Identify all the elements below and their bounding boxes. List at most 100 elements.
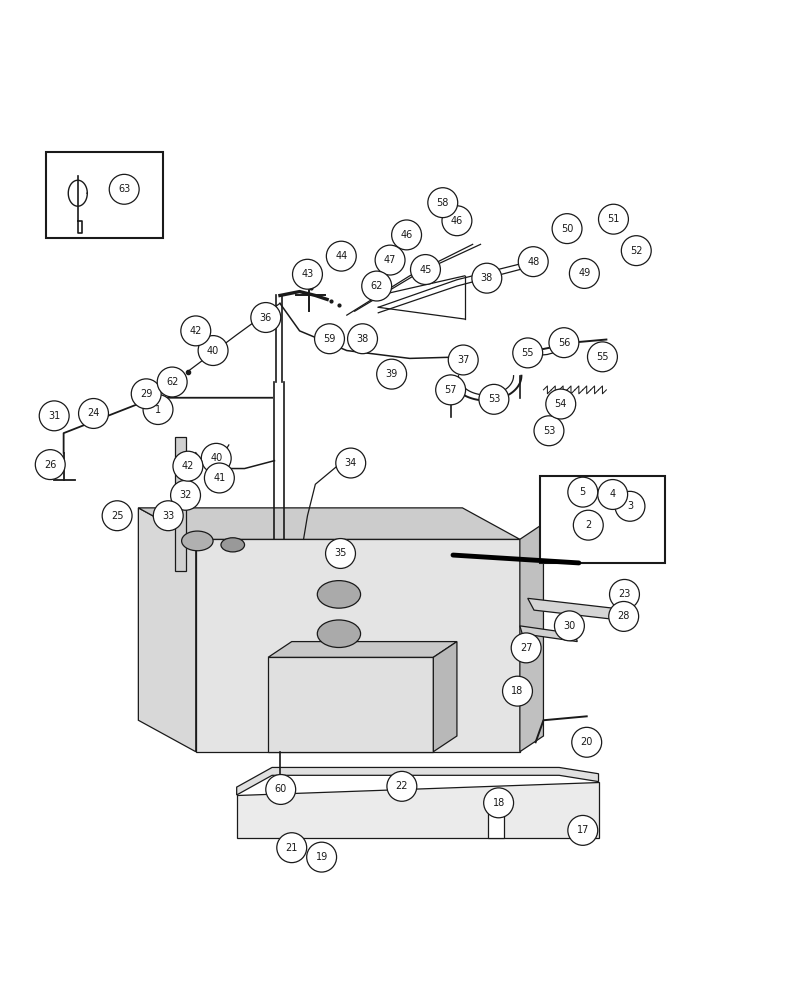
- Text: 25: 25: [111, 511, 124, 521]
- Circle shape: [102, 501, 132, 531]
- Polygon shape: [268, 657, 433, 752]
- Circle shape: [325, 539, 355, 568]
- Circle shape: [568, 815, 598, 845]
- Circle shape: [428, 188, 458, 218]
- Polygon shape: [433, 642, 457, 752]
- Text: 18: 18: [511, 686, 523, 696]
- Polygon shape: [236, 782, 599, 838]
- Text: 46: 46: [451, 216, 463, 226]
- Bar: [46, 152, 163, 238]
- Polygon shape: [528, 598, 636, 622]
- Text: 53: 53: [488, 394, 500, 404]
- Circle shape: [549, 328, 579, 358]
- Text: 42: 42: [182, 461, 194, 471]
- Circle shape: [251, 303, 281, 332]
- Text: 4: 4: [610, 489, 615, 499]
- Text: 2: 2: [585, 520, 592, 530]
- Circle shape: [348, 324, 377, 354]
- Circle shape: [534, 416, 564, 446]
- Circle shape: [204, 463, 234, 493]
- Text: 63: 63: [118, 184, 130, 194]
- Circle shape: [336, 448, 366, 478]
- Text: 38: 38: [356, 334, 369, 344]
- Text: 45: 45: [419, 265, 432, 275]
- Text: 23: 23: [619, 589, 630, 599]
- Text: 58: 58: [437, 198, 449, 208]
- Circle shape: [513, 338, 543, 368]
- Text: 38: 38: [481, 273, 493, 283]
- Bar: [540, 476, 665, 563]
- Circle shape: [173, 451, 203, 481]
- Circle shape: [610, 579, 639, 609]
- Circle shape: [436, 375, 466, 405]
- Text: 26: 26: [44, 460, 57, 470]
- Polygon shape: [195, 539, 520, 752]
- Circle shape: [519, 247, 548, 277]
- Circle shape: [143, 395, 173, 424]
- Text: 53: 53: [543, 426, 556, 436]
- Text: 27: 27: [520, 643, 533, 653]
- Circle shape: [511, 633, 541, 663]
- Text: 24: 24: [87, 408, 100, 418]
- Ellipse shape: [318, 620, 361, 647]
- Polygon shape: [520, 524, 544, 752]
- Circle shape: [375, 245, 405, 275]
- Text: 51: 51: [608, 214, 619, 224]
- Text: 50: 50: [561, 224, 573, 234]
- Circle shape: [615, 491, 645, 521]
- Circle shape: [609, 601, 638, 631]
- Circle shape: [180, 316, 210, 346]
- Text: 18: 18: [492, 798, 505, 808]
- Circle shape: [572, 727, 602, 757]
- Text: 39: 39: [385, 369, 398, 379]
- Text: 46: 46: [400, 230, 413, 240]
- Text: 40: 40: [210, 453, 222, 463]
- Polygon shape: [139, 508, 195, 752]
- Text: 20: 20: [581, 737, 593, 747]
- Text: 34: 34: [344, 458, 357, 468]
- Text: 47: 47: [384, 255, 396, 265]
- Text: 36: 36: [260, 313, 272, 323]
- Circle shape: [277, 833, 307, 863]
- Circle shape: [362, 271, 392, 301]
- Circle shape: [154, 501, 183, 531]
- Ellipse shape: [318, 581, 361, 608]
- Circle shape: [35, 450, 65, 480]
- Circle shape: [132, 379, 162, 409]
- Text: 48: 48: [527, 257, 539, 267]
- Text: 41: 41: [214, 473, 225, 483]
- Circle shape: [442, 206, 472, 236]
- Text: 55: 55: [597, 352, 608, 362]
- Circle shape: [201, 443, 231, 473]
- Circle shape: [546, 389, 576, 419]
- Text: 49: 49: [578, 268, 590, 278]
- Text: 42: 42: [190, 326, 202, 336]
- Ellipse shape: [221, 538, 244, 552]
- Circle shape: [392, 220, 422, 250]
- Circle shape: [411, 255, 440, 284]
- Circle shape: [621, 236, 651, 266]
- Circle shape: [479, 384, 509, 414]
- Circle shape: [326, 241, 356, 271]
- Text: 60: 60: [274, 784, 287, 794]
- Circle shape: [266, 775, 296, 804]
- Text: 19: 19: [315, 852, 328, 862]
- Polygon shape: [268, 642, 457, 657]
- Circle shape: [552, 214, 582, 244]
- Text: 43: 43: [301, 269, 314, 279]
- Text: 22: 22: [396, 781, 408, 791]
- Polygon shape: [175, 437, 185, 571]
- Circle shape: [314, 324, 344, 354]
- Circle shape: [598, 480, 627, 509]
- Circle shape: [503, 676, 533, 706]
- Circle shape: [307, 842, 336, 872]
- Circle shape: [292, 259, 322, 289]
- Polygon shape: [139, 508, 520, 539]
- Text: 33: 33: [162, 511, 174, 521]
- Text: 32: 32: [180, 490, 191, 500]
- Text: 31: 31: [48, 411, 61, 421]
- Circle shape: [79, 399, 109, 428]
- Circle shape: [377, 359, 407, 389]
- Text: 5: 5: [580, 487, 586, 497]
- Text: 62: 62: [370, 281, 383, 291]
